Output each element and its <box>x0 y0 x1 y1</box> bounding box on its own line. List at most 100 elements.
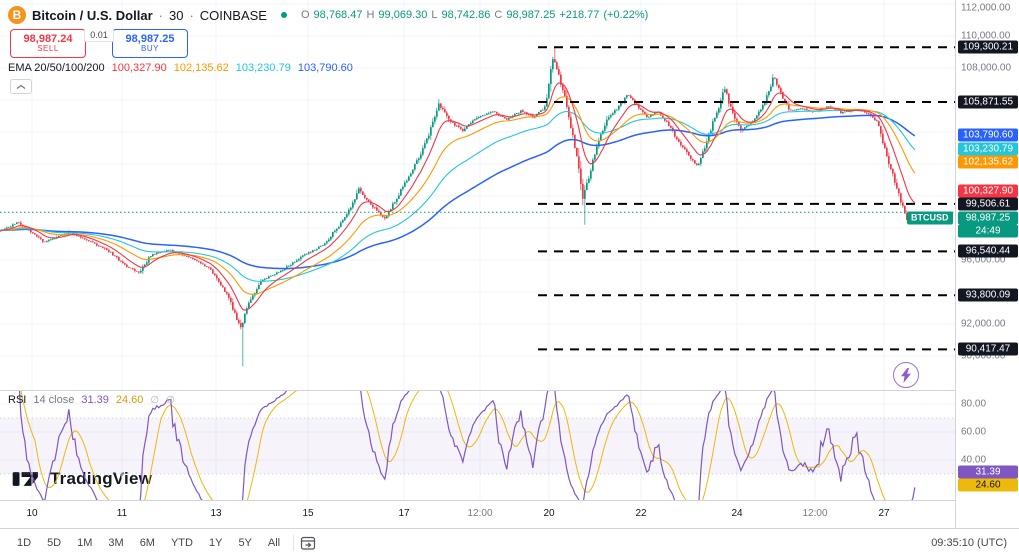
lightning-icon <box>901 367 911 383</box>
rsi-value-label: 31.39 <box>958 465 1018 479</box>
ema-50-line <box>0 96 916 295</box>
sell-label: SELL <box>37 44 59 54</box>
rsi-hide-icon[interactable]: ∅ <box>150 394 160 406</box>
ema-price-label: 102,135.62 <box>958 155 1018 169</box>
rsi-line <box>18 391 916 500</box>
open-key: O <box>300 9 310 21</box>
level-price-label: 93,800.09 <box>958 288 1018 302</box>
sell-button[interactable]: 98,987.24 SELL <box>10 29 86 58</box>
rsi-axis-tick: 80.00 <box>961 398 987 410</box>
bottom-toolbar: 1D 5D 1M 3M 6M YTD 1Y 5Y All 09:35:10 (UTC) <box>0 528 1019 557</box>
buy-button[interactable]: 98,987.25 BUY <box>112 29 188 58</box>
chart-canvas[interactable] <box>0 0 955 528</box>
candlestick-series <box>0 47 916 367</box>
rsi-legend[interactable]: RSI 14 close 31.39 24.60 ∅ ∅ <box>8 394 175 406</box>
range-1M-button[interactable]: 1M <box>70 534 99 552</box>
high-key: H <box>366 9 375 21</box>
watermark-text: TradingView <box>50 469 153 488</box>
ema-20-value: 100,327.90 <box>111 62 167 74</box>
time-axis-label: 12:00 <box>467 508 493 519</box>
time-axis-label: 11 <box>116 508 128 519</box>
rsi-more-icon[interactable]: ∅ <box>166 394 175 406</box>
main-pane <box>0 47 916 367</box>
time-axis-label: 17 <box>398 508 410 519</box>
rsi-pane <box>18 391 916 500</box>
symbol-header: B Bitcoin / U.S. Dollar · 30 · COINBASE … <box>8 6 648 24</box>
countdown-label: 24:49 <box>958 224 1018 238</box>
lightning-button[interactable] <box>893 362 919 388</box>
range-1Y-button[interactable]: 1Y <box>202 534 229 552</box>
close-key: C <box>494 9 503 21</box>
ema-legend-title: EMA 20/50/100/200 <box>8 62 105 74</box>
calendar-icon <box>301 536 316 550</box>
clock-text: 09:35:10 (UTC) <box>931 537 1007 549</box>
close-value: 98,987.25 <box>506 9 556 21</box>
change-value: +218.77 <box>559 9 600 21</box>
ema-200-value: 103,790.60 <box>297 62 353 74</box>
price-axis[interactable]: 112,000.00 110,000.00 108,000.00 96,000.00 9… <box>955 0 1019 528</box>
price-axis-tick: 112,000.00 <box>961 2 1011 14</box>
ema-20-line <box>0 82 916 311</box>
rsi-ma-value: 24.60 <box>115 394 144 406</box>
rsi-axis-tick: 60.00 <box>961 426 987 438</box>
price-axis-tick: 92,000.00 <box>961 318 1006 330</box>
ema-50-value: 102,135.62 <box>173 62 229 74</box>
symbol-title[interactable]: Bitcoin / U.S. Dollar <box>32 7 153 23</box>
time-axis-label: 13 <box>210 508 222 519</box>
toolbar-divider <box>293 535 295 551</box>
rsi-params: 14 close <box>33 394 75 406</box>
timezone-clock[interactable]: 09:35:10 (UTC) <box>931 537 1009 549</box>
level-price-label: 109,300.21 <box>958 40 1018 54</box>
price-axis-tick: 108,000.00 <box>961 62 1012 74</box>
range-All-button[interactable]: All <box>261 534 287 552</box>
buy-sell-panel: 98,987.24 SELL 0.01 98,987.25 BUY <box>10 29 188 58</box>
go-to-date-button[interactable] <box>300 535 316 551</box>
range-5Y-button[interactable]: 5Y <box>231 534 258 552</box>
ema-legend[interactable]: EMA 20/50/100/200 100,327.90 102,135.62 … <box>8 62 353 74</box>
interval-value[interactable]: 30 <box>168 7 184 23</box>
time-axis-label: 20 <box>543 508 555 519</box>
rsi-ma-label: 24.60 <box>958 478 1018 492</box>
buy-label: BUY <box>141 44 159 54</box>
rsi-value: 31.39 <box>81 394 109 406</box>
symbol-price-tag: BTCUSD <box>907 211 953 225</box>
chart-area[interactable] <box>0 0 955 528</box>
low-value: 98,742.86 <box>441 9 491 21</box>
range-3M-button[interactable]: 3M <box>101 534 130 552</box>
collapse-legend-button[interactable] <box>10 79 32 94</box>
exchange-name[interactable]: COINBASE <box>199 7 267 23</box>
separator-dot: · <box>189 7 194 23</box>
rsi-title: RSI <box>8 394 27 406</box>
time-axis-label: 15 <box>302 508 314 519</box>
price-axis-tick: 96,000.00 <box>961 254 1006 266</box>
low-key: L <box>431 9 438 21</box>
spread-value: 0.01 <box>84 29 114 42</box>
ema-price-label: 103,790.60 <box>958 128 1018 142</box>
rsi-ma-line <box>20 391 886 500</box>
ema-100-value: 103,230.79 <box>235 62 291 74</box>
bitcoin-icon: B <box>8 6 26 24</box>
date-range-buttons: 1D 5D 1M 3M 6M YTD 1Y 5Y All <box>10 534 287 552</box>
range-1D-button[interactable]: 1D <box>10 534 38 552</box>
range-5D-button[interactable]: 5D <box>40 534 68 552</box>
high-value: 99,069.30 <box>378 9 428 21</box>
ema-200-line <box>0 114 916 270</box>
level-price-label: 90,417.47 <box>958 342 1018 356</box>
time-axis-label: 24 <box>731 508 743 519</box>
ema-price-label: 103,230.79 <box>958 142 1018 156</box>
level-price-label: 96,540.44 <box>958 244 1018 258</box>
bitcoin-icon-letter: B <box>12 8 22 22</box>
time-axis-label: 10 <box>26 508 38 519</box>
range-6M-button[interactable]: 6M <box>133 534 162 552</box>
ohlc-values: O 98,768.47 H 99,069.30 L 98,742.86 C 98… <box>301 9 648 21</box>
separator-dot: · <box>158 7 163 23</box>
level-price-label: 105,871.55 <box>958 95 1018 109</box>
buy-price: 98,987.25 <box>125 33 175 46</box>
change-percent: (+0.22%) <box>603 9 649 21</box>
tradingview-logo-icon <box>12 472 38 486</box>
time-axis[interactable]: 10 11 13 15 17 12:00 20 22 24 12:00 27 <box>0 500 955 528</box>
level-price-label: 99,506.61 <box>958 197 1018 211</box>
ema-100-line <box>0 109 916 282</box>
range-YTD-button[interactable]: YTD <box>164 534 200 552</box>
